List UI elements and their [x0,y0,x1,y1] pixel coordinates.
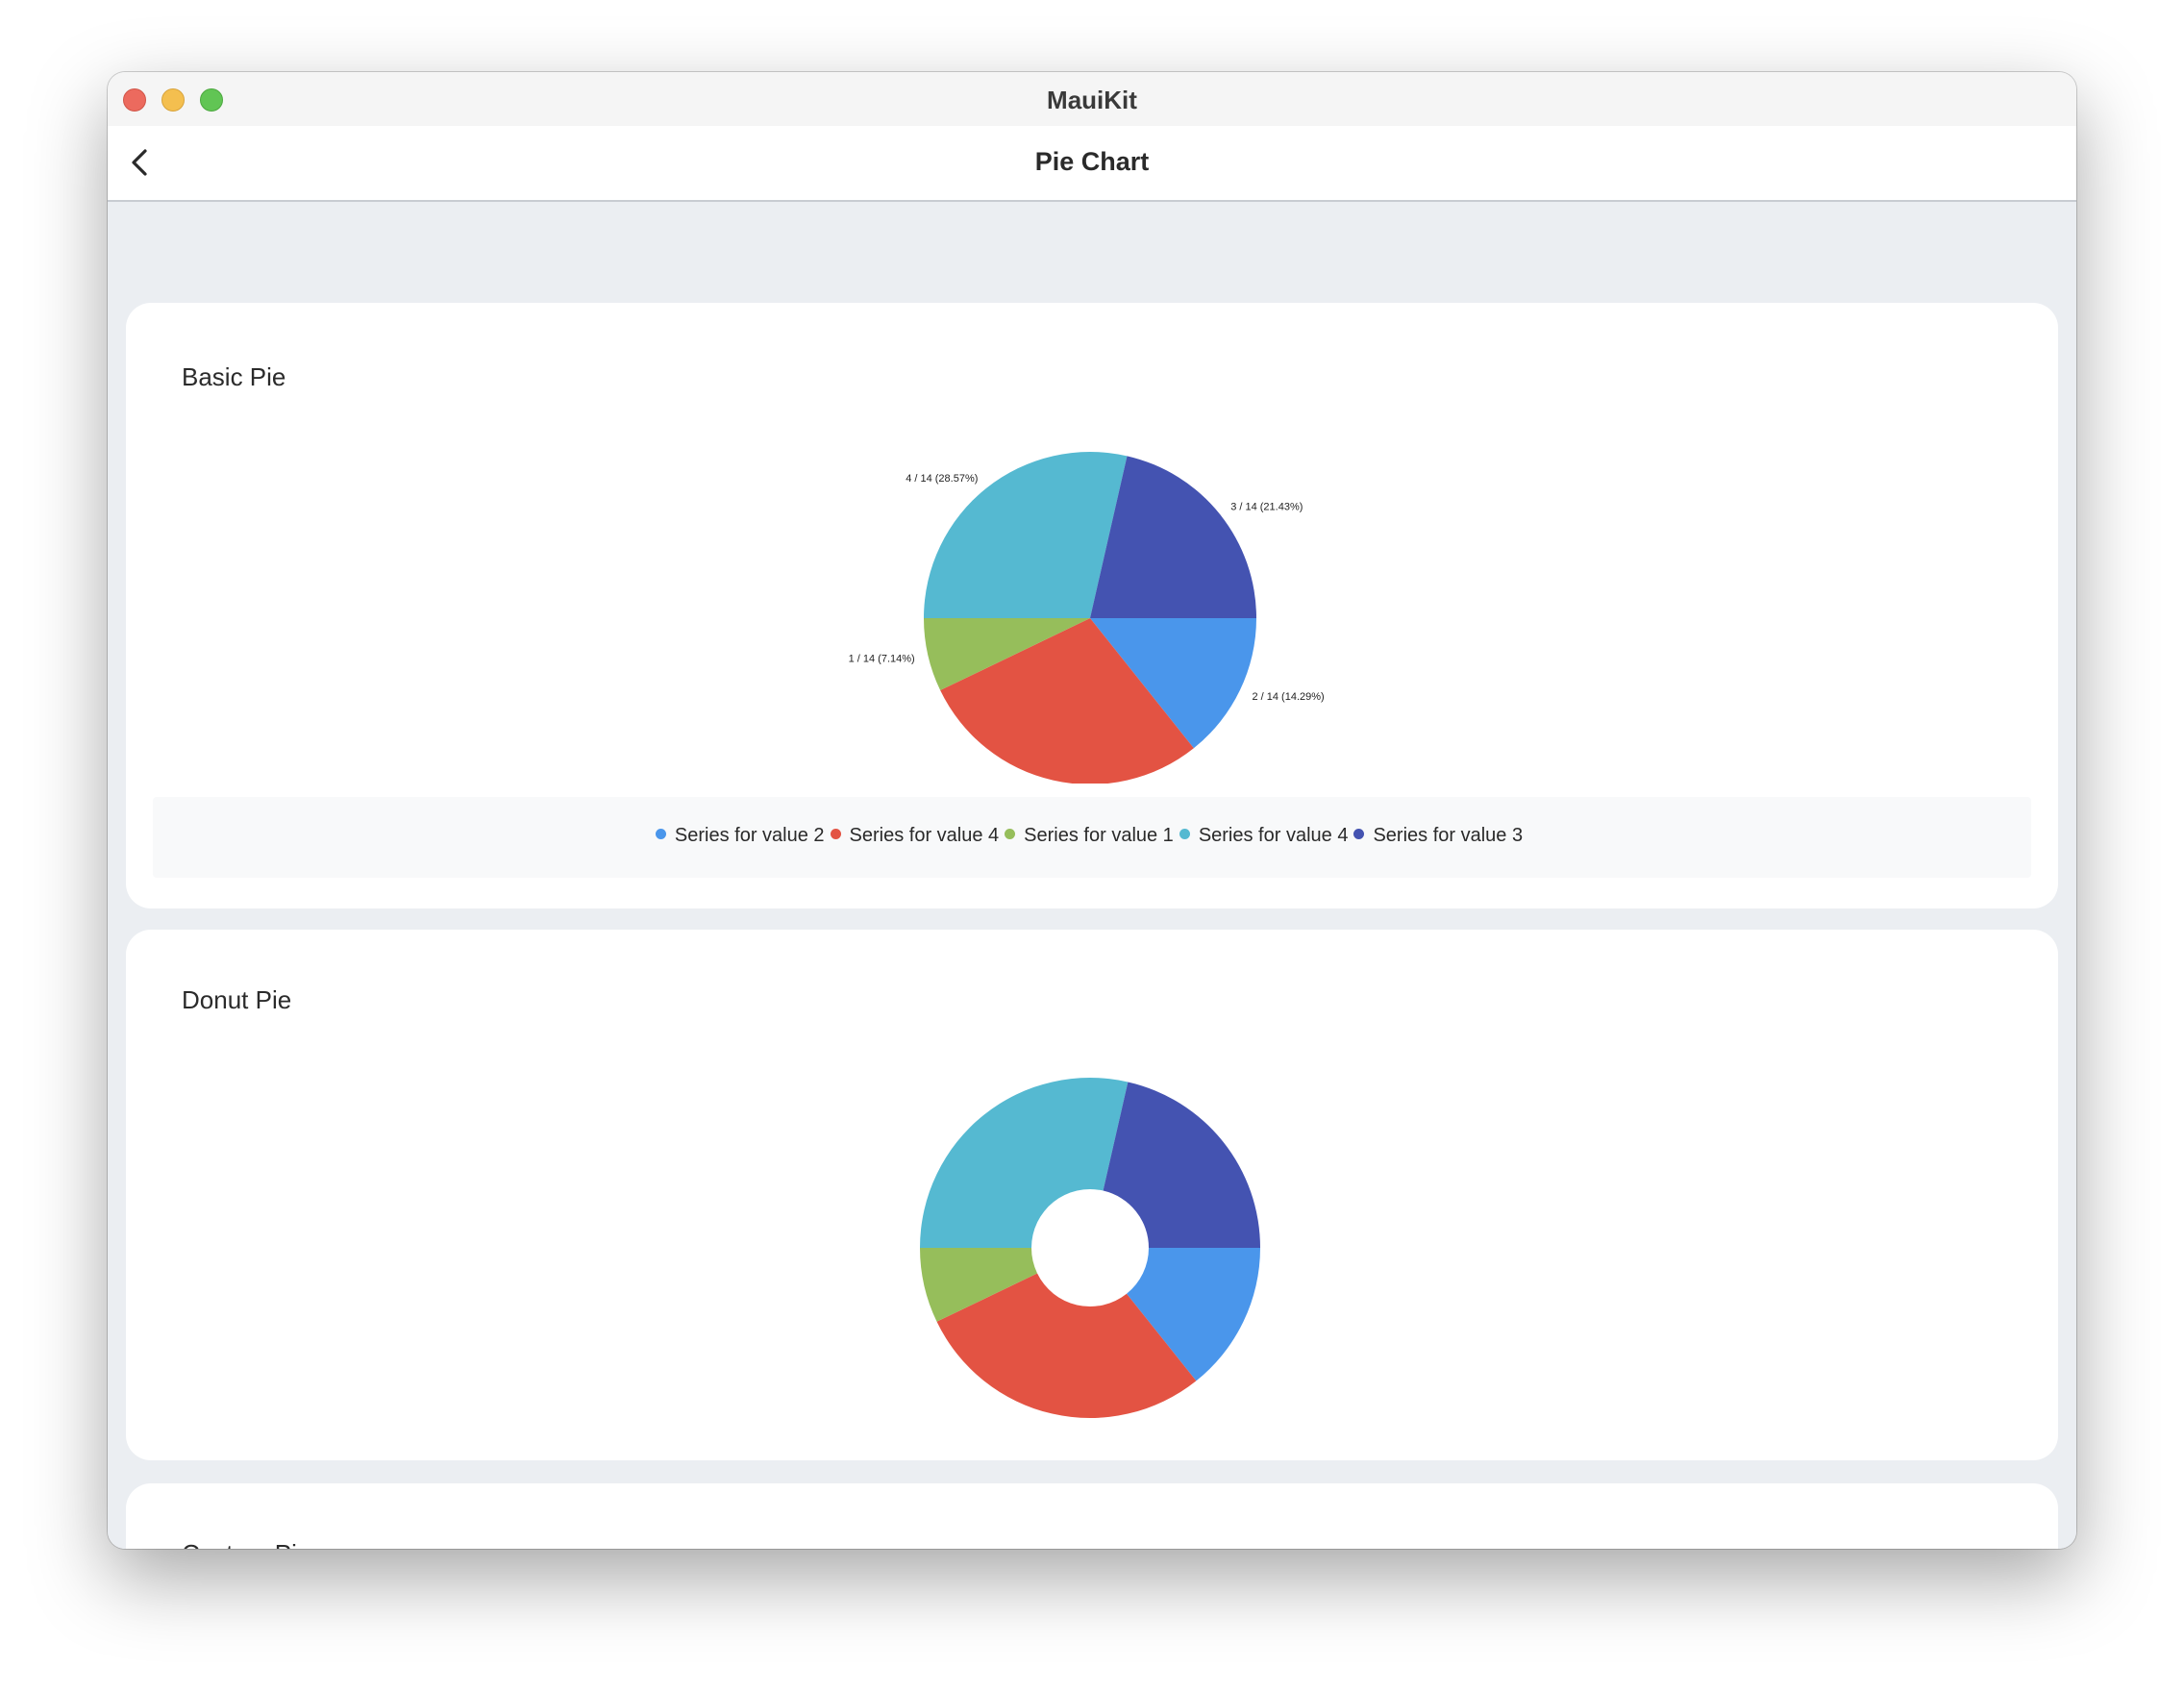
chart0-data-label-2: 1 / 14 (7.14%) [849,654,915,665]
legend-dot-icon [1005,829,1016,840]
donut-pie-chart [920,1078,1260,1418]
legend-dot-icon [1179,829,1190,840]
donut-pie-card: Donut Pie [126,930,2058,1460]
legend-label: Series for value 2 [674,825,825,847]
chart0-slice-4[interactable] [1090,456,1256,618]
basic-pie-card: Basic Pie 2 / 14 (14.29%) 4 / 14 (28.57%)… [126,303,2058,908]
page-title: Pie Chart [1034,147,1150,176]
legend-dot-icon [655,829,666,840]
custom-pie-card: Custom Pie [126,1483,2058,1549]
chevron-left-icon [132,149,147,176]
navigation-bar: Pie Chart [108,126,2076,202]
chart1-slice-4[interactable] [1103,1082,1260,1248]
donut-pie-title: Donut Pie [182,985,292,1014]
minimize-window-button[interactable] [161,88,185,112]
chart0-slice-1[interactable] [940,618,1194,784]
legend-row: Series for value 2 Series for value 4 Seri… [153,825,2031,847]
basic-pie-chart: 2 / 14 (14.29%) 4 / 14 (28.57%) 1 / 14 (7.… [849,452,1325,784]
chart1-slice-2[interactable] [920,1248,1038,1322]
legend-item-3[interactable]: Series for value 4 [1179,825,1354,847]
window-title: MauiKit [1047,86,1137,114]
chart0-data-label-3: 4 / 14 (28.57%) [906,473,978,485]
chart0-slice-0[interactable] [1090,618,1256,749]
legend-item-2[interactable]: Series for value 1 [1005,825,1179,847]
chart0-slice-3[interactable] [924,452,1128,618]
back-button[interactable] [121,143,160,182]
chart1-slice-1[interactable] [936,1273,1197,1418]
chart0-data-label-4: 3 / 14 (21.43%) [1230,501,1303,512]
legend-dot-icon [1353,829,1365,840]
custom-pie-title: Custom Pie [182,1539,310,1549]
title-bar: MauiKit [108,72,2076,126]
legend-label: Series for value 3 [1373,825,1524,847]
chart1-slice-3[interactable] [920,1078,1129,1248]
scroll-content[interactable]: Basic Pie 2 / 14 (14.29%) 4 / 14 (28.57%)… [108,202,2076,1549]
chart0-data-label-0: 2 / 14 (14.29%) [1252,691,1324,703]
chart1-slice-0[interactable] [1127,1248,1260,1381]
close-window-button[interactable] [123,88,146,112]
basic-pie-legend: Series for value 2 Series for value 4 Seri… [153,797,2031,878]
maximize-window-button[interactable] [200,88,223,112]
legend-item-0[interactable]: Series for value 2 [655,825,831,847]
legend-item-1[interactable]: Series for value 4 [830,825,1005,847]
legend-item-4[interactable]: Series for value 3 [1353,825,1528,847]
legend-dot-icon [830,829,841,840]
legend-label: Series for value 4 [849,825,1000,847]
legend-label: Series for value 4 [1198,825,1349,847]
app-window: MauiKit Pie Chart Basic Pie 2 / 14 (14.2… [108,72,2076,1549]
legend-label: Series for value 1 [1024,825,1174,847]
basic-pie-title: Basic Pie [182,362,286,391]
chart0-slice-2[interactable] [924,618,1090,691]
